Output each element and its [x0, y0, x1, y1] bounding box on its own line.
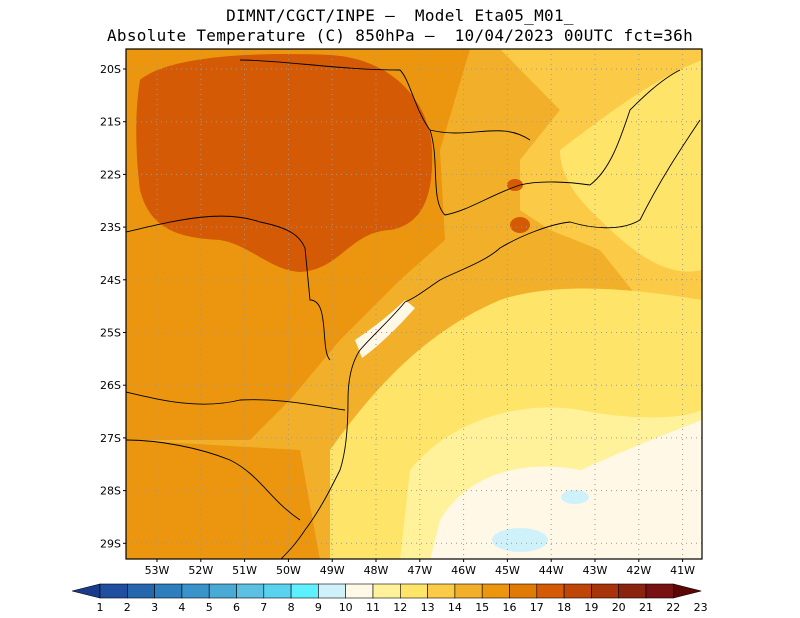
lon-label: 50W — [276, 564, 301, 577]
colorbar-label: 16 — [503, 601, 517, 614]
graticule — [126, 49, 702, 559]
chart-title-line-2: Absolute Temperature (C) 850hPa – 10/04/… — [106, 26, 694, 45]
colorbar-swatch — [263, 583, 292, 599]
colorbar-label: 2 — [124, 601, 131, 614]
colorbar-low-arrow — [71, 583, 101, 599]
colorbar-label: 18 — [557, 601, 571, 614]
lon-label: 45W — [495, 564, 520, 577]
lon-label: 53W — [145, 564, 170, 577]
lat-label: 25S — [100, 327, 121, 340]
colorbar-label: 9 — [315, 601, 322, 614]
lon-label: 51W — [232, 564, 257, 577]
colorbar-swatch — [481, 583, 510, 599]
colorbar-swatch — [427, 583, 456, 599]
lat-label: 20S — [100, 63, 121, 76]
colorbar-label: 4 — [178, 601, 185, 614]
colorbar-label: 6 — [233, 601, 240, 614]
colorbar-label: 1 — [97, 601, 104, 614]
colorbar-label: 7 — [260, 601, 267, 614]
temperature-field — [126, 49, 702, 559]
lon-label: 42W — [626, 564, 651, 577]
colorbar-label: 10 — [339, 601, 353, 614]
lat-label: 26S — [100, 379, 121, 392]
colorbar-label: 5 — [206, 601, 213, 614]
lat-label: 27S — [100, 432, 121, 445]
colorbar-label: 21 — [639, 601, 653, 614]
colorbar-swatch — [563, 583, 592, 599]
colorbar-swatch — [536, 583, 565, 599]
lat-label: 22S — [100, 168, 121, 181]
plot-frame — [125, 48, 703, 560]
lon-label: 46W — [451, 564, 476, 577]
cold-spot-east — [561, 490, 589, 504]
colorbar-swatch — [290, 583, 319, 599]
colorbar-swatch — [345, 583, 374, 599]
colorbar-label: 15 — [475, 601, 489, 614]
colorbar-label: 3 — [151, 601, 158, 614]
colorbar-label: 17 — [530, 601, 544, 614]
lon-label: 49W — [320, 564, 345, 577]
colorbar-swatch — [399, 583, 428, 599]
colorbar-swatch — [127, 583, 155, 599]
lat-label: 28S — [100, 485, 121, 498]
colorbar-label: 23 — [694, 601, 708, 614]
longitude-labels: 53W 52W 51W 50W 49W 48W 47W 46W 45W 44W 43W 42W 41W — [145, 559, 695, 577]
colorbar-swatch — [154, 583, 183, 599]
colorbar-swatch — [99, 583, 128, 599]
colorbar-swatch — [591, 583, 620, 599]
lat-label: 23S — [100, 221, 121, 234]
colorbar-high-arrow — [672, 583, 702, 599]
borders — [126, 59, 701, 559]
colorbar-swatch — [645, 583, 674, 599]
colorbar-swatch — [208, 583, 237, 599]
lat-label: 21S — [100, 116, 121, 129]
chart-title-line-1: DIMNT/CGCT/INPE – Model Eta05_M01_ — [226, 6, 574, 25]
lat-label: 24S — [100, 274, 121, 287]
colorbar-swatch — [618, 583, 647, 599]
hot-region — [136, 54, 433, 273]
colorbar-swatch — [318, 583, 346, 599]
colorbar-label: 20 — [612, 601, 626, 614]
colorbar-swatch — [372, 583, 401, 599]
colorbar-label: 13 — [421, 601, 435, 614]
colorbar-labels: 1 2 3 4 5 6 7 8 9 10 11 12 13 14 15 16 17 18 19 20 21 22 23 — [97, 601, 708, 614]
colorbar-label: 22 — [666, 601, 680, 614]
lon-label: 52W — [188, 564, 213, 577]
latitude-labels: 20S 21S 22S 23S 24S 25S 26S 27S 28S 29S — [100, 63, 126, 550]
lon-label: 41W — [670, 564, 695, 577]
colorbar-swatch — [509, 583, 538, 599]
colorbar-swatch — [454, 583, 483, 599]
colorbar-swatch — [236, 583, 265, 599]
colorbar-label: 12 — [393, 601, 407, 614]
colorbar-swatch — [181, 583, 210, 599]
lat-label: 29S — [100, 537, 121, 550]
lon-label: 44W — [539, 564, 564, 577]
lon-label: 48W — [364, 564, 389, 577]
colorbar-label: 14 — [448, 601, 462, 614]
colorbar-label: 11 — [366, 601, 380, 614]
colorbar-label: 19 — [584, 601, 598, 614]
cold-spot-south — [492, 528, 548, 552]
lon-label: 43W — [583, 564, 608, 577]
colorbar — [71, 583, 702, 599]
lon-label: 47W — [407, 564, 432, 577]
colorbar-label: 8 — [288, 601, 295, 614]
